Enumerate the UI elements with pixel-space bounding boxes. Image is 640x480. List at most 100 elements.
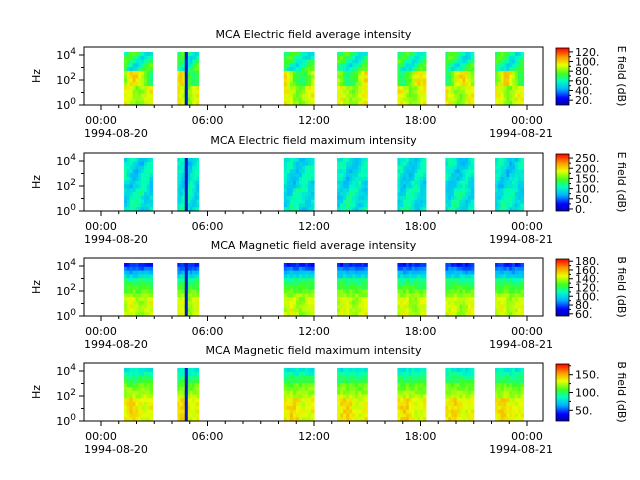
heatmap-cell <box>448 312 452 317</box>
heatmap-cell <box>146 278 151 283</box>
heatmap-cell <box>468 203 472 208</box>
heatmap-cell <box>468 394 472 399</box>
heatmap-cell <box>126 409 131 415</box>
heatmap-cell <box>337 188 341 193</box>
heatmap-cell <box>420 199 424 205</box>
heatmap-cell <box>364 52 368 57</box>
x-date-end: 1994-08-21 <box>489 127 553 140</box>
heatmap-cell <box>361 394 365 399</box>
heatmap-cell <box>422 97 427 102</box>
spectrogram-block <box>124 52 154 106</box>
spectrogram-block <box>397 263 427 317</box>
heatmap-cell <box>397 390 401 396</box>
heatmap-cell <box>181 312 185 317</box>
heatmap-cell <box>349 199 353 205</box>
heatmap-cell <box>349 195 353 201</box>
heatmap-cell <box>194 394 198 399</box>
heatmap-cell <box>349 270 353 275</box>
heatmap-cell <box>181 300 185 306</box>
heatmap-cell <box>310 59 315 64</box>
heatmap-cell <box>138 52 142 57</box>
heatmap-cell <box>192 371 195 377</box>
heatmap-cell <box>456 158 461 163</box>
heatmap-cell <box>124 304 128 310</box>
heatmap-cell <box>512 176 516 182</box>
heatmap-cell <box>337 413 341 418</box>
heatmap-cell <box>358 67 362 72</box>
heatmap-cell <box>307 188 312 193</box>
heatmap-cell <box>364 169 368 174</box>
heatmap-cell <box>295 74 300 80</box>
heatmap-cell <box>500 289 505 294</box>
heatmap-cell <box>196 67 200 72</box>
heatmap-cell <box>304 93 309 99</box>
heatmap-cell <box>497 398 502 403</box>
heatmap-cell <box>135 74 139 80</box>
heatmap-cell <box>129 165 134 170</box>
heatmap-cell <box>129 386 134 392</box>
heatmap-cell <box>298 89 303 95</box>
heatmap-cell <box>286 203 291 208</box>
heatmap-cell <box>298 304 303 310</box>
heatmap-cell <box>337 278 341 283</box>
heatmap-cell <box>141 270 145 275</box>
heatmap-cell <box>141 176 145 182</box>
heatmap-cell <box>124 70 128 76</box>
heatmap-cell <box>465 413 469 418</box>
heatmap-cell <box>405 86 410 91</box>
heatmap-cell <box>126 199 131 205</box>
heatmap-cell <box>310 281 315 287</box>
heatmap-cell <box>349 293 353 298</box>
heatmap-cell <box>310 417 315 422</box>
y-tick-label: 102 <box>56 178 76 193</box>
heatmap-cell <box>192 312 195 317</box>
heatmap-cell <box>405 409 410 415</box>
heatmap-cell <box>132 89 137 95</box>
heatmap-cell <box>495 402 499 407</box>
heatmap-cell <box>310 188 315 193</box>
heatmap-cell <box>179 266 183 272</box>
heatmap-cell <box>403 285 407 291</box>
heatmap-cell <box>143 207 148 212</box>
heatmap-cell <box>468 67 472 72</box>
heatmap-cell <box>298 203 303 208</box>
heatmap-cell <box>352 383 356 388</box>
heatmap-cell <box>187 165 191 170</box>
heatmap-cell <box>301 289 306 294</box>
heatmap-cell <box>456 413 461 418</box>
heatmap-cell <box>292 390 297 396</box>
heatmap-cell <box>283 180 288 186</box>
heatmap-cell <box>298 417 303 422</box>
heatmap-cell <box>456 281 461 287</box>
heatmap-cell <box>465 207 469 212</box>
heatmap-cell <box>283 52 288 57</box>
heatmap-cell <box>190 89 193 95</box>
heatmap-cell <box>141 192 145 197</box>
heatmap-cell <box>196 180 200 186</box>
heatmap-cell <box>149 263 154 268</box>
heatmap-cell <box>408 176 413 182</box>
heatmap-cell <box>289 169 294 174</box>
heatmap-cell <box>192 379 195 384</box>
heatmap-cell <box>500 63 505 68</box>
heatmap-cell <box>124 180 128 186</box>
heatmap-cell <box>301 184 306 189</box>
heatmap-cell <box>292 55 297 61</box>
heatmap-cell <box>304 390 309 396</box>
heatmap-cell <box>286 293 291 298</box>
heatmap-cell <box>292 270 297 275</box>
heatmap-cell <box>340 300 344 306</box>
heatmap-cell <box>129 78 134 83</box>
heatmap-cell <box>146 312 151 317</box>
heatmap-cell <box>126 63 131 68</box>
heatmap-cell <box>422 59 427 64</box>
heatmap-cell <box>400 274 404 279</box>
heatmap-cell <box>126 89 131 95</box>
heatmap-cell <box>497 390 502 396</box>
heatmap-cell <box>400 55 404 61</box>
heatmap-cell <box>453 300 458 306</box>
heatmap-cell <box>286 199 291 205</box>
heatmap-cell <box>141 413 145 418</box>
heatmap-cell <box>497 173 502 178</box>
heatmap-cell <box>177 199 181 205</box>
